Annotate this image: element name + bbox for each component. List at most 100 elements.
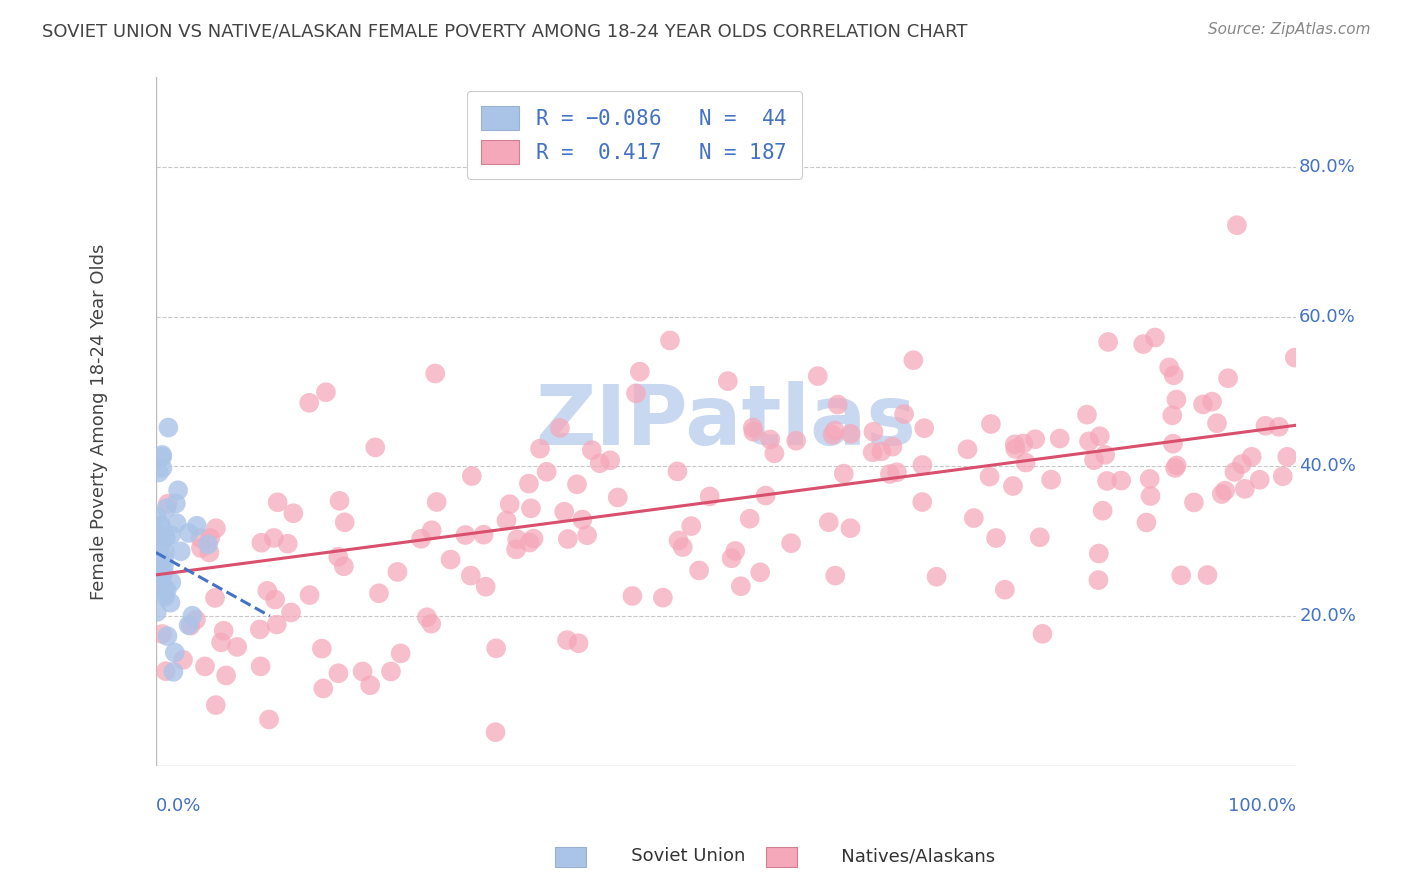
Point bbox=[153, 581, 176, 595]
Point bbox=[150, 448, 173, 462]
Point bbox=[311, 641, 333, 656]
Point bbox=[557, 532, 579, 546]
Point bbox=[912, 421, 935, 435]
Point bbox=[1091, 504, 1114, 518]
Point bbox=[150, 627, 173, 641]
Point bbox=[1088, 547, 1111, 561]
Point bbox=[1284, 351, 1306, 365]
Point bbox=[911, 495, 934, 509]
Point bbox=[484, 725, 506, 739]
Point bbox=[186, 518, 208, 533]
Point bbox=[763, 446, 786, 460]
Point bbox=[717, 374, 740, 388]
Point bbox=[162, 665, 184, 679]
Point bbox=[1166, 458, 1188, 473]
Point bbox=[439, 552, 461, 566]
Point bbox=[409, 532, 432, 546]
Point bbox=[179, 618, 201, 632]
Point bbox=[177, 618, 200, 632]
Point bbox=[160, 528, 183, 542]
Point bbox=[1087, 573, 1109, 587]
Point bbox=[688, 564, 710, 578]
Point bbox=[155, 529, 177, 543]
Point bbox=[1040, 473, 1063, 487]
Point bbox=[188, 531, 211, 545]
Point bbox=[1109, 474, 1132, 488]
Point bbox=[153, 558, 176, 572]
Point bbox=[387, 565, 409, 579]
Point bbox=[568, 636, 591, 650]
Point bbox=[1094, 448, 1116, 462]
Point bbox=[628, 365, 651, 379]
Point bbox=[198, 545, 221, 559]
Point bbox=[1001, 479, 1024, 493]
Point bbox=[226, 640, 249, 654]
Point bbox=[156, 629, 179, 643]
Point bbox=[1271, 469, 1294, 483]
Point bbox=[160, 575, 183, 590]
Point bbox=[1206, 416, 1229, 430]
Point bbox=[454, 528, 477, 542]
Point bbox=[1012, 436, 1035, 450]
Point bbox=[730, 579, 752, 593]
Point bbox=[1004, 437, 1026, 451]
Point bbox=[266, 617, 288, 632]
Point bbox=[328, 549, 350, 564]
Point bbox=[204, 698, 226, 712]
Point bbox=[886, 465, 908, 479]
Point bbox=[621, 589, 644, 603]
Point bbox=[1166, 392, 1188, 407]
Point bbox=[589, 456, 612, 470]
Point bbox=[333, 559, 356, 574]
Point bbox=[741, 420, 763, 434]
Point bbox=[606, 491, 628, 505]
Point bbox=[499, 497, 522, 511]
Point bbox=[312, 681, 335, 696]
Point bbox=[1213, 483, 1236, 498]
Point bbox=[738, 512, 761, 526]
Point bbox=[150, 578, 173, 592]
Point bbox=[298, 588, 321, 602]
Point bbox=[755, 489, 778, 503]
Point bbox=[506, 533, 529, 547]
Point bbox=[426, 495, 449, 509]
Point bbox=[204, 591, 226, 605]
Point bbox=[832, 467, 855, 481]
Point bbox=[277, 537, 299, 551]
Point bbox=[925, 570, 948, 584]
Point bbox=[681, 519, 703, 533]
Point bbox=[212, 624, 235, 638]
Point bbox=[166, 516, 188, 530]
Point bbox=[824, 424, 846, 438]
Point bbox=[1161, 409, 1184, 423]
Point bbox=[882, 440, 904, 454]
Point bbox=[257, 713, 280, 727]
Point bbox=[1223, 465, 1246, 479]
Point bbox=[420, 523, 443, 537]
Legend: R = $\mathtt{-0.086}$   N =  $\mathtt{44}$, R =  $\mathtt{0.417}$   N = $\mathtt: R = $\mathtt{-0.086}$ N = $\mathtt{44}$,… bbox=[467, 91, 803, 179]
Point bbox=[148, 572, 170, 586]
Point bbox=[824, 568, 846, 582]
Point bbox=[984, 531, 1007, 545]
Point bbox=[724, 544, 747, 558]
Point bbox=[1135, 516, 1157, 530]
Point bbox=[624, 386, 647, 401]
Point bbox=[1254, 418, 1277, 433]
Point bbox=[839, 426, 862, 441]
Point bbox=[522, 532, 544, 546]
Point bbox=[163, 646, 186, 660]
Point bbox=[1226, 218, 1249, 232]
Point bbox=[827, 398, 849, 412]
Point bbox=[529, 442, 551, 456]
Point bbox=[172, 653, 194, 667]
Point bbox=[862, 425, 884, 439]
Point bbox=[461, 469, 484, 483]
Point bbox=[155, 501, 177, 516]
Point bbox=[150, 570, 173, 584]
Point bbox=[181, 608, 204, 623]
Point bbox=[1197, 568, 1219, 582]
Point bbox=[157, 420, 180, 434]
Point bbox=[425, 367, 447, 381]
Point bbox=[1088, 429, 1111, 443]
Point bbox=[149, 518, 172, 533]
